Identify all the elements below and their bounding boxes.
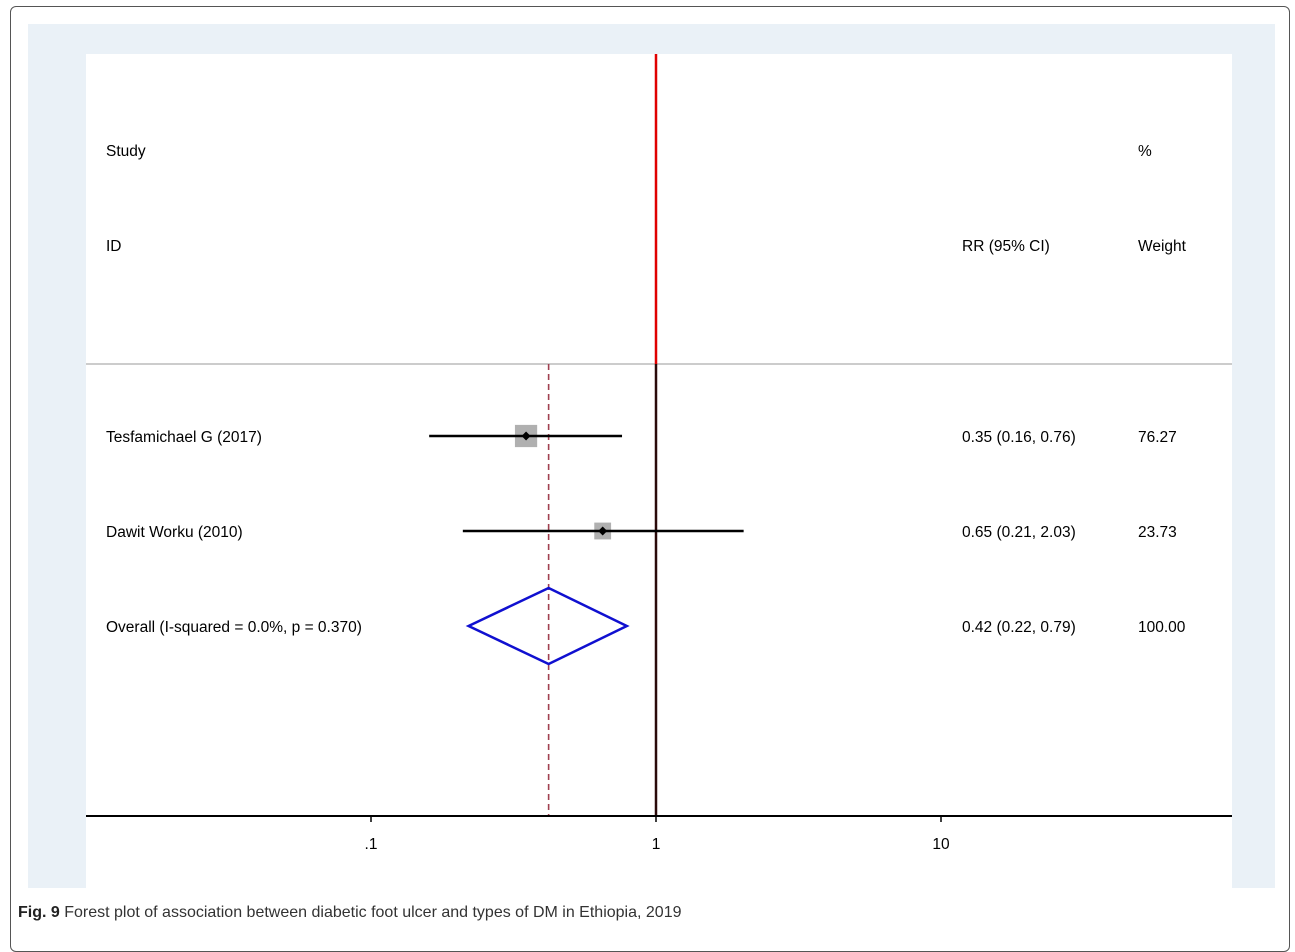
caption-text: Forest plot of association between diabe… <box>64 904 682 921</box>
header-percent: % <box>1138 143 1152 160</box>
figure-background: Study ID RR (95% CI)% Weight Tesfamichael G … <box>28 24 1275 888</box>
header-effect-label: RR (95% CI) <box>962 238 1050 255</box>
header-weight: Weight <box>1138 238 1187 255</box>
study-weight-text: 23.73 <box>1138 524 1177 541</box>
figure-caption: Fig. 9 Forest plot of association betwee… <box>18 904 681 922</box>
forest-plot: Study ID RR (95% CI)% Weight Tesfamichael G … <box>86 54 1232 853</box>
overall-diamond <box>465 586 630 666</box>
overall-weight-text: 100.00 <box>1138 619 1186 636</box>
study-label: Dawit Worku (2010) <box>106 524 243 541</box>
caption-label: Fig. 9 <box>18 904 60 921</box>
study-ci-text: 0.65 (0.21, 2.03) <box>962 524 1076 541</box>
study-weight-text: 76.27 <box>1138 429 1177 446</box>
point-estimate <box>521 431 531 441</box>
x-tick-label: 1 <box>652 836 661 853</box>
point-estimate <box>598 526 608 536</box>
header-study: Study <box>106 143 146 160</box>
plot-area: Study ID RR (95% CI)% Weight Tesfamichael G … <box>86 54 1232 888</box>
x-tick-label: 10 <box>932 836 950 853</box>
header-id: ID <box>106 238 122 255</box>
study-label: Tesfamichael G (2017) <box>106 429 262 446</box>
overall-label: Overall (I-squared = 0.0%, p = 0.370) <box>106 619 362 636</box>
study-ci-text: 0.35 (0.16, 0.76) <box>962 429 1076 446</box>
overall-ci-text: 0.42 (0.22, 0.79) <box>962 619 1076 636</box>
x-tick-label: .1 <box>365 836 378 853</box>
